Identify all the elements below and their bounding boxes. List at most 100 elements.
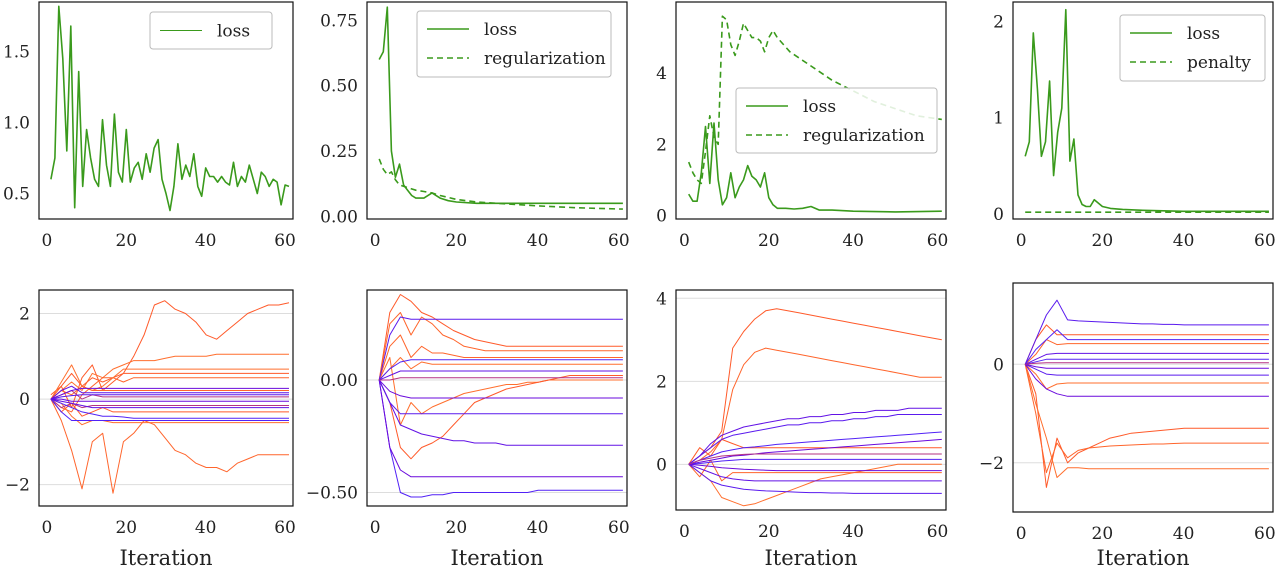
- series-line: [378, 359, 623, 381]
- series-line: [688, 407, 942, 465]
- axes-frame: [366, 289, 628, 507]
- series-line: [1024, 364, 1269, 488]
- series-line: [1024, 324, 1269, 365]
- x-tick-label: 20: [446, 518, 468, 538]
- series-line: [1024, 364, 1269, 478]
- series-line: [378, 357, 623, 381]
- plot-area: [50, 5, 290, 212]
- y-tick-label: −2: [979, 454, 1004, 474]
- x-tick-label: 0: [679, 231, 690, 251]
- series-line: [378, 294, 623, 381]
- y-tick-label: 0.5: [3, 184, 30, 204]
- x-tick-label: 0: [1016, 524, 1027, 544]
- axes-frame: [675, 289, 947, 511]
- series-line-regularization: [378, 158, 623, 210]
- series-line: [50, 398, 289, 494]
- series-line: [378, 375, 623, 460]
- series-line: [50, 394, 289, 400]
- y-tick-label: 2: [656, 135, 667, 155]
- series-line-loss: [688, 122, 942, 213]
- series-line: [688, 438, 942, 465]
- x-tick-label: 60: [927, 522, 949, 542]
- series-line-regularization: [687, 15, 942, 185]
- legend-box: [1119, 14, 1266, 82]
- x-tick-label: 40: [1173, 524, 1195, 544]
- y-tick-label: 0.25: [320, 142, 358, 162]
- series-line: [1025, 362, 1269, 365]
- series-line: [378, 334, 623, 381]
- legend-label: loss: [217, 22, 250, 42]
- series-line: [50, 398, 289, 417]
- legend-label: loss: [1187, 24, 1220, 44]
- legend: loss regularization: [735, 87, 938, 154]
- y-tick-label: 2: [19, 305, 30, 325]
- x-tick-label: 20: [1092, 524, 1114, 544]
- axes-frame: [366, 1, 628, 220]
- chart-panel-row1-col1: 0 20 40 60 0.5 1.0 1.5 loss: [3, 1, 296, 251]
- series-line: [378, 379, 623, 399]
- legend-label: regularization: [803, 126, 925, 146]
- y-tick-label: 0.75: [320, 11, 358, 31]
- plot-area: [687, 15, 942, 213]
- y-tick-label: 2: [993, 12, 1004, 32]
- plot-area: [50, 300, 290, 494]
- series-line: [688, 431, 942, 465]
- x-tick-label: 20: [115, 231, 137, 251]
- series-line: [1024, 364, 1269, 474]
- series-line: [378, 312, 623, 381]
- y-tick-label: 0.00: [320, 207, 358, 227]
- x-axis-label: Iteration: [764, 546, 857, 566]
- x-tick-label: 40: [527, 231, 549, 251]
- legend-box: [149, 11, 273, 50]
- series-line: [50, 398, 289, 419]
- series-line: [50, 385, 289, 400]
- series-line: [378, 379, 623, 478]
- series-line: [50, 372, 289, 400]
- series-line: [50, 387, 289, 400]
- series-line: [50, 398, 289, 421]
- series-line: [688, 308, 942, 465]
- chart-panel-row2-col1: 0 20 40 60 −2 0 2 Iteration: [5, 289, 296, 566]
- chart-panel-row1-col4: 0 20 40 60 0 1 2 loss penalty: [993, 1, 1276, 251]
- x-axis-label: Iteration: [450, 546, 543, 566]
- series-line: [50, 398, 289, 402]
- legend-label: regularization: [484, 49, 606, 69]
- x-tick-label: 60: [274, 518, 296, 538]
- y-tick-label: 4: [656, 64, 667, 84]
- series-line: [50, 377, 289, 413]
- axes-frame: [675, 1, 947, 220]
- y-tick-label: 0: [993, 205, 1004, 225]
- series-line: [50, 398, 289, 426]
- series-line-loss: [50, 5, 290, 212]
- series-line: [688, 438, 942, 465]
- x-tick-label: 20: [446, 231, 468, 251]
- legend: loss regularization: [416, 10, 612, 78]
- x-axis-label: Iteration: [119, 546, 212, 566]
- axes-frame: [38, 1, 294, 220]
- x-tick-label: 0: [42, 231, 53, 251]
- y-tick-label: 0: [656, 206, 667, 226]
- y-tick-label: 0.00: [320, 371, 358, 391]
- series-line: [378, 316, 623, 381]
- x-tick-label: 40: [527, 518, 549, 538]
- series-line: [688, 459, 942, 482]
- series-line: [379, 377, 623, 381]
- chart-panel-row2-col3: 0 20 40 60 0 2 4 Iteration: [656, 289, 948, 566]
- series-line: [1024, 339, 1269, 365]
- legend: loss penalty: [1119, 14, 1266, 82]
- legend-label: penalty: [1187, 53, 1251, 73]
- series-line: [1024, 364, 1269, 397]
- series-line: [50, 398, 289, 409]
- legend-box: [416, 10, 612, 78]
- x-tick-label: 0: [370, 231, 381, 251]
- axes-frame: [38, 289, 294, 507]
- series-line: [378, 379, 623, 498]
- x-tick-label: 40: [842, 522, 864, 542]
- series-line: [1025, 358, 1269, 365]
- plot-area: [1024, 8, 1269, 213]
- legend-box: [735, 87, 938, 154]
- x-tick-label: 20: [758, 522, 780, 542]
- x-tick-label: 60: [274, 231, 296, 251]
- x-tick-label: 20: [115, 518, 137, 538]
- y-tick-label: 1.5: [3, 43, 30, 63]
